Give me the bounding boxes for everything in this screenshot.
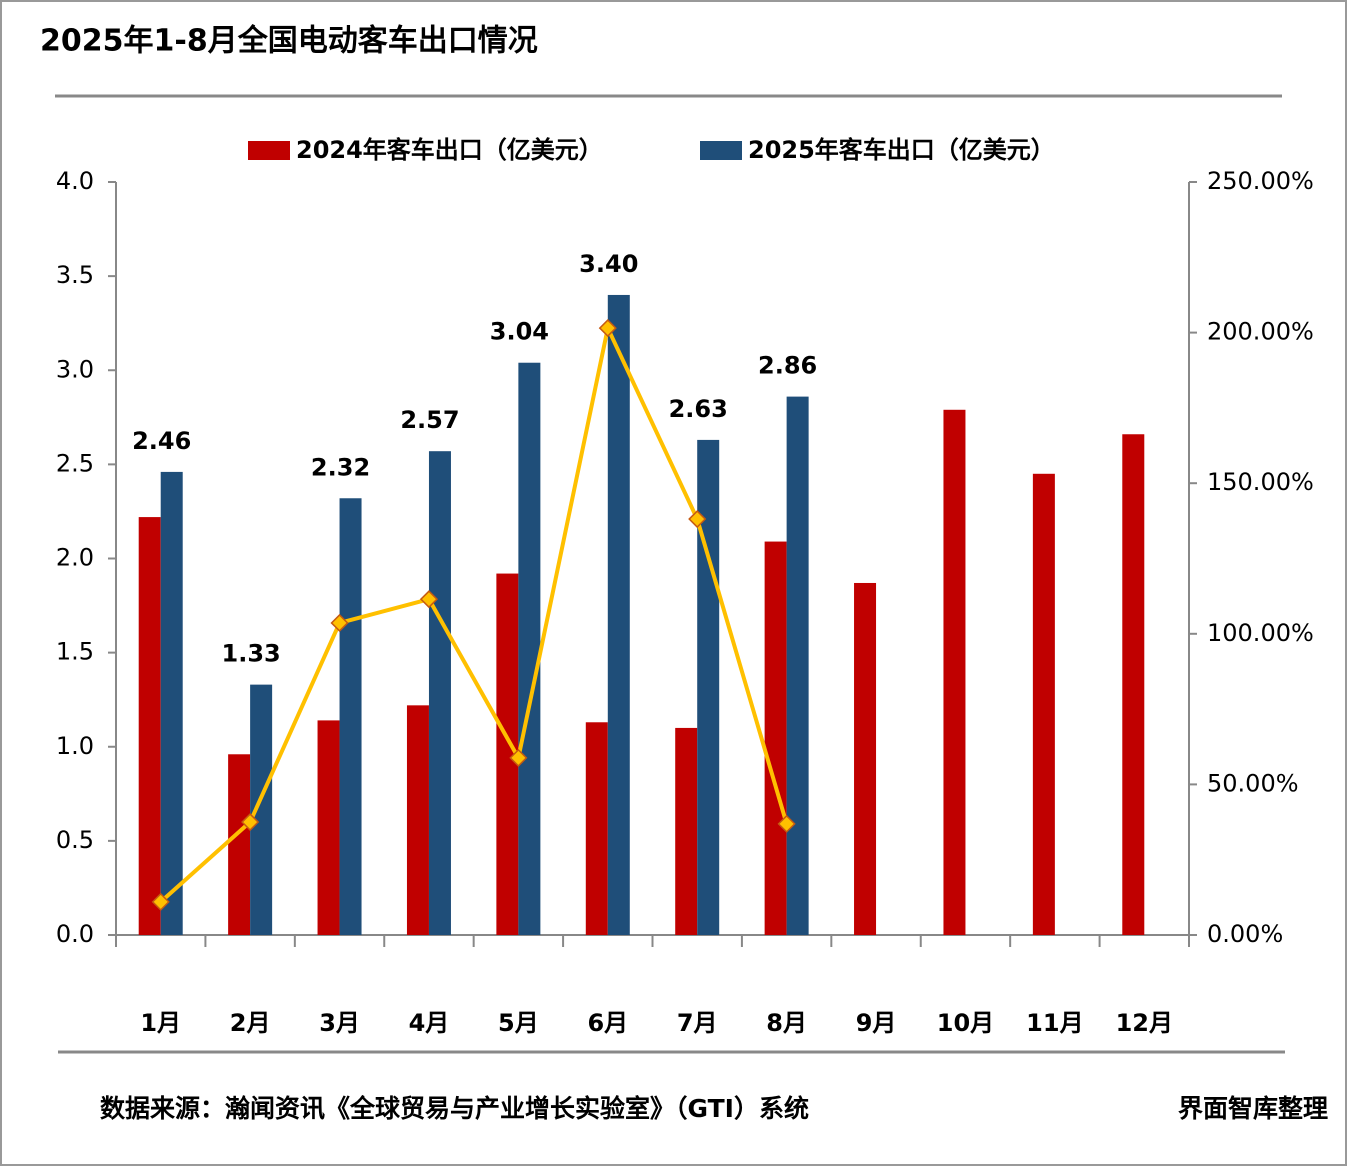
y-tick-label: 0.5 [56, 826, 94, 854]
value-label: 2.63 [669, 395, 728, 423]
value-label: 3.04 [490, 318, 549, 346]
bar [518, 362, 541, 936]
x-tick-label: 3月 [319, 1009, 360, 1037]
x-tick-label: 8月 [766, 1009, 807, 1037]
y2-tick-label: 100.00% [1207, 619, 1314, 647]
chart-title: 2025年1-8月全国电动客车出口情况 [40, 24, 538, 59]
y-tick-label: 3.0 [56, 355, 94, 383]
point [777, 814, 796, 833]
point [598, 319, 617, 338]
point [509, 748, 528, 767]
bar [786, 396, 809, 936]
legend-swatch [248, 141, 290, 160]
value-label: 2.46 [132, 427, 191, 455]
bar [764, 541, 787, 935]
y-tick-label: 1.0 [56, 732, 94, 760]
x-tick-label: 2月 [230, 1009, 271, 1037]
line [159, 326, 789, 904]
bar [943, 409, 966, 936]
bar [317, 720, 340, 935]
x-tick-label: 12月 [1116, 1009, 1173, 1037]
credit: 界面智库整理 [1178, 1094, 1328, 1123]
value-label: 2.86 [758, 352, 817, 380]
bar [138, 517, 161, 935]
y2-tick-label: 200.00% [1207, 318, 1314, 346]
bar [428, 451, 451, 935]
value-label: 1.33 [222, 640, 281, 668]
y2-tick-label: 0.00% [1207, 920, 1283, 948]
x-tick-label: 11月 [1026, 1009, 1083, 1037]
x-tick-label: 1月 [140, 1009, 181, 1037]
x-tick-label: 7月 [677, 1009, 718, 1037]
y-tick-label: 2.5 [56, 449, 94, 477]
bar [250, 684, 273, 935]
bar [697, 439, 720, 935]
bar [496, 573, 519, 935]
bar [854, 582, 877, 935]
y2-tick-label: 50.00% [1207, 769, 1299, 797]
bar [406, 705, 429, 935]
y2-tick-label: 250.00% [1207, 167, 1314, 195]
y2-tick-label: 150.00% [1207, 468, 1314, 496]
legend-label: 2025年客车出口（亿美元） [748, 136, 1055, 164]
bar [607, 294, 630, 935]
legend-swatch [700, 141, 742, 160]
point [241, 812, 260, 832]
bar [228, 754, 251, 935]
y-tick-label: 4.0 [56, 167, 94, 195]
bar [160, 471, 183, 935]
x-tick-label: 5月 [498, 1009, 539, 1037]
value-label: 3.40 [579, 250, 638, 278]
value-label: 2.32 [311, 453, 370, 481]
bar [1122, 434, 1145, 935]
y-tick-label: 1.5 [56, 638, 94, 666]
point [688, 509, 707, 529]
source: 数据来源：瀚闻资讯《全球贸易与产业增长实验室》（GTI）系统 [100, 1094, 809, 1123]
legend-label: 2024年客车出口（亿美元） [296, 136, 603, 164]
y-tick-label: 0.0 [56, 920, 94, 948]
point [330, 613, 349, 633]
bar [339, 498, 362, 935]
y-tick-label: 2.0 [56, 544, 94, 572]
x-tick-label: 10月 [937, 1009, 994, 1037]
bar [675, 727, 698, 935]
x-tick-label: 4月 [409, 1009, 450, 1037]
y-tick-label: 3.5 [56, 261, 94, 289]
point [419, 590, 439, 609]
x-tick-label: 9月 [856, 1009, 897, 1037]
x-tick-label: 6月 [587, 1009, 628, 1037]
value-label: 2.57 [400, 406, 459, 434]
bar [1032, 473, 1055, 935]
bar [585, 722, 608, 935]
point [151, 892, 170, 911]
